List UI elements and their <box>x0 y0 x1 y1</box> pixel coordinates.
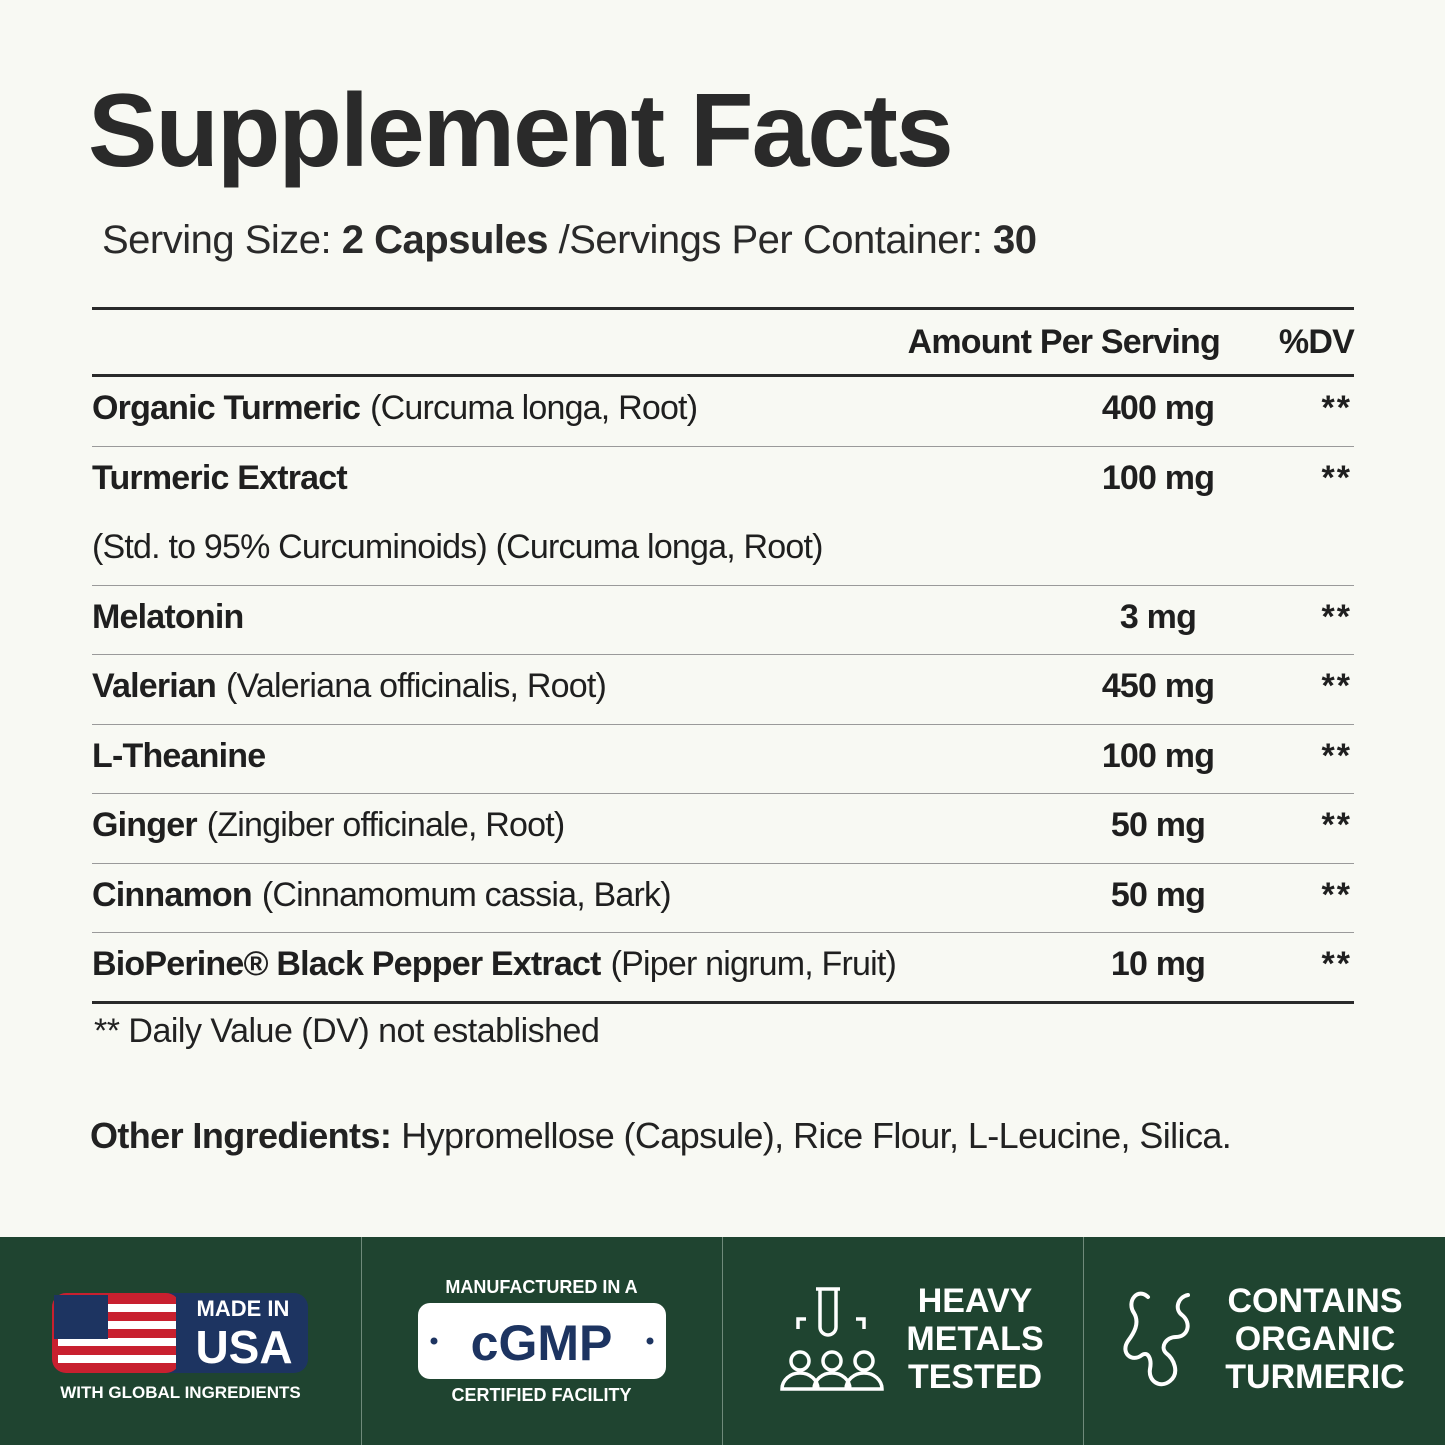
badge-text: TURMERIC <box>1225 1358 1405 1396</box>
servings-per: 30 <box>993 218 1037 262</box>
ingredient: Cinnamon (Cinnamomum cassia, Bark) <box>92 875 672 915</box>
rule <box>92 932 1354 933</box>
rule <box>92 1001 1354 1004</box>
footnote: ** Daily Value (DV) not established <box>94 1012 600 1050</box>
ingredient-name: Ginger <box>92 806 198 844</box>
serving-size: 2 Capsules <box>341 218 549 262</box>
amount: 50 mg <box>1110 875 1206 914</box>
badge-text: CONTAINS <box>1227 1282 1403 1320</box>
badge-text: TESTED <box>907 1358 1043 1396</box>
dv: ** <box>1321 389 1352 427</box>
ingredient: BioPerine® Black Pepper Extract (Piper ni… <box>92 944 897 984</box>
ingredient-name: Turmeric Extract <box>92 458 348 497</box>
ingredient: Turmeric Extract <box>92 458 348 498</box>
rule <box>92 793 1354 794</box>
ingredient-detail: (Zingiber officinale, Root) <box>206 806 565 844</box>
badge-text: cGMP <box>470 1315 613 1371</box>
ingredient-detail: (Curcuma longa, Root) <box>370 389 698 427</box>
divider <box>361 1237 362 1445</box>
dv: ** <box>1321 736 1352 775</box>
ingredient: Valerian (Valeriana officinalis, Root) <box>92 666 607 706</box>
cgmp-pill <box>418 1303 666 1379</box>
rule <box>92 654 1354 655</box>
usa-flag <box>52 1293 308 1373</box>
other-label: Other Ingredients: <box>90 1115 392 1156</box>
badge-text: CERTIFIED FACILITY <box>451 1385 632 1405</box>
amount: 100 mg <box>1101 458 1215 497</box>
ingredient-name: Organic Turmeric <box>92 389 361 427</box>
other-text: Hypromellose (Capsule), Rice Flour, L-Le… <box>401 1115 1232 1156</box>
dv: ** <box>1321 806 1352 844</box>
badge-text: WITH GLOBAL INGREDIENTS <box>60 1383 301 1402</box>
ingredient-detail: (Cinnamomum cassia, Bark) <box>261 875 672 914</box>
ingredient-name: BioPerine® Black Pepper Extract <box>92 945 601 983</box>
dv: ** <box>1321 667 1352 705</box>
rule <box>92 374 1354 377</box>
ginger-icon <box>1123 1291 1190 1387</box>
ingredient: Organic Turmeric (Curcuma longa, Root) <box>92 388 698 428</box>
amount: 3 mg <box>1119 597 1197 636</box>
badge-text: MADE IN <box>196 1296 290 1321</box>
badge-text: HEAVY <box>917 1282 1033 1320</box>
amount: 50 mg <box>1110 806 1206 844</box>
servings-per-label: /Servings Per Container: <box>558 218 983 262</box>
badge-text: USA <box>195 1321 293 1373</box>
other-ingredients: Other Ingredients: Hypromellose (Capsule)… <box>90 1115 1232 1157</box>
dv: ** <box>1321 945 1352 983</box>
ingredient-note: (Std. to 95% Curcuminoids) (Curcuma long… <box>92 528 823 566</box>
header-amount: Amount Per Serving <box>907 323 1221 361</box>
amount: 100 mg <box>1101 736 1215 775</box>
ingredient-name: Melatonin <box>92 597 244 636</box>
ingredient: Melatonin <box>92 597 244 637</box>
amount: 400 mg <box>1101 389 1215 427</box>
ingredient-name: Cinnamon <box>92 875 253 914</box>
badge-text: MANUFACTURED IN A <box>445 1277 638 1297</box>
serving-line: Serving Size: 2 Capsules /Servings Per C… <box>102 218 1037 263</box>
ingredient-name: L-Theanine <box>92 736 266 775</box>
rule <box>92 585 1354 586</box>
ingredient: L-Theanine <box>92 736 266 776</box>
rule <box>92 724 1354 725</box>
divider <box>722 1237 723 1445</box>
rule <box>92 446 1354 447</box>
serving-size-label: Serving Size: <box>102 218 332 262</box>
badge-text: ORGANIC <box>1234 1320 1396 1358</box>
dv: ** <box>1321 597 1352 636</box>
ingredient-name: Valerian <box>92 667 217 705</box>
badge-icons <box>52 1287 1190 1391</box>
badge-bar: MADE IN USA WITH GLOBAL INGREDIENTS MANUFAC… <box>0 1237 1445 1445</box>
amount: 10 mg <box>1110 945 1206 983</box>
dv: ** <box>1321 875 1352 914</box>
rule <box>92 307 1354 310</box>
divider <box>1083 1237 1084 1445</box>
ingredient-detail: (Piper nigrum, Fruit) <box>610 945 897 983</box>
rule <box>92 863 1354 864</box>
ingredient: Ginger (Zingiber officinale, Root) <box>92 805 565 845</box>
header-dv: %DV <box>1278 323 1355 361</box>
badge-text: METALS <box>906 1320 1044 1358</box>
amount: 450 mg <box>1101 667 1215 705</box>
title: Supplement Facts <box>88 73 954 189</box>
dv: ** <box>1321 458 1352 497</box>
test-icon <box>780 1287 884 1391</box>
ingredient-detail: (Valeriana officinalis, Root) <box>226 667 607 705</box>
